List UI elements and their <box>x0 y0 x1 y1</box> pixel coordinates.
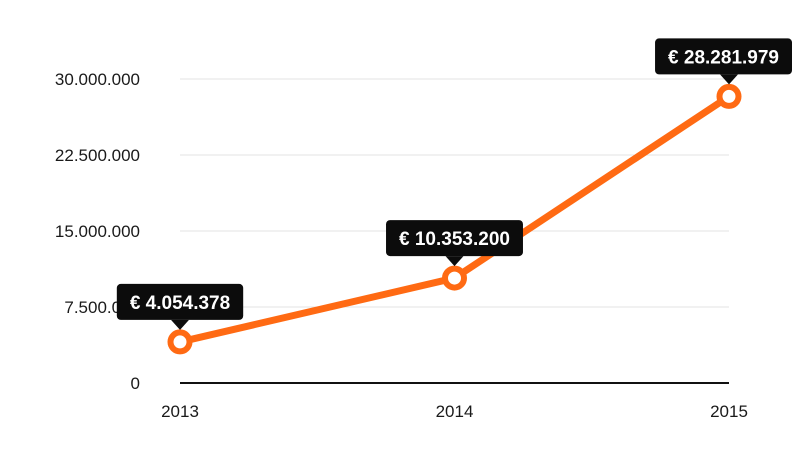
x-tick-label: 2013 <box>161 402 199 421</box>
x-tick-label: 2014 <box>436 402 474 421</box>
data-points <box>171 87 739 352</box>
data-point[interactable] <box>445 269 464 288</box>
series-line <box>180 96 729 342</box>
data-point[interactable] <box>171 332 190 351</box>
data-label-pointer <box>171 320 189 330</box>
data-label: € 4.054.378 <box>130 293 230 314</box>
data-label: € 10.353.200 <box>399 229 510 250</box>
data-point[interactable] <box>720 87 739 106</box>
x-tick-label: 2015 <box>710 402 748 421</box>
data-label: € 28.281.979 <box>668 47 779 68</box>
series-line-group <box>180 96 729 342</box>
y-tick-label: 0 <box>131 374 140 393</box>
data-label-tooltip: € 4.054.378 <box>117 284 243 330</box>
data-label-tooltip: € 28.281.979 <box>655 38 792 84</box>
y-tick-label: 22.500.000 <box>55 146 140 165</box>
data-label-tooltip: € 10.353.200 <box>386 220 523 266</box>
data-label-pointer <box>446 256 464 266</box>
x-axis: 2013 2014 2015 <box>161 383 748 421</box>
y-tick-label: 15.000.000 <box>55 222 140 241</box>
y-tick-label: 30.000.000 <box>55 70 140 89</box>
